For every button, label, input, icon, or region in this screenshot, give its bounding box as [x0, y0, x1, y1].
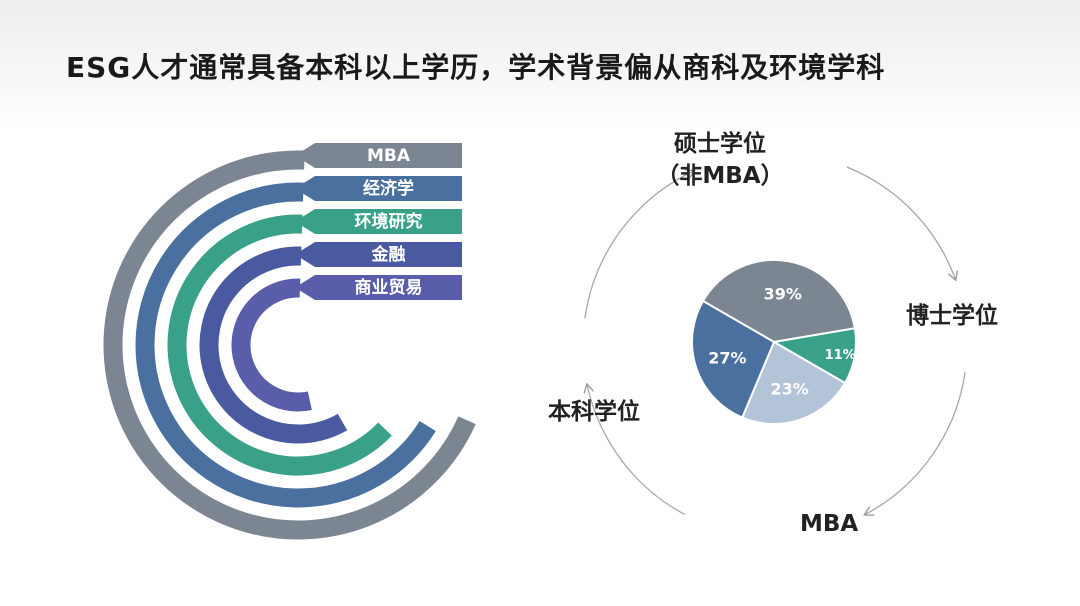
page-title: ESG人才通常具备本科以上学历，学术背景偏从商科及环境学科 [66, 51, 886, 84]
pie-label-1: 11% [825, 348, 856, 363]
arc-2 [167, 214, 392, 476]
cycle-arrow-3 [584, 171, 694, 319]
cycle-arrow-1 [865, 371, 966, 515]
category-label-2: 环境研究 [355, 211, 423, 232]
label-masters: 硕士学位 （非MBA） [650, 128, 790, 192]
category-label-4: 商业贸易 [355, 277, 423, 298]
category-tag-0 [295, 143, 462, 168]
arc-3 [199, 246, 348, 444]
pie-label-2: 23% [771, 380, 809, 399]
pie-slice-3 [691, 299, 776, 419]
arc-1 [135, 182, 436, 508]
arc-4 [231, 278, 312, 412]
pie-label-0: 39% [764, 285, 802, 304]
category-label-1: 经济学 [363, 178, 414, 199]
cycle-arrow-2 [587, 385, 686, 516]
category-label-0: MBA [367, 146, 411, 166]
pie-label-3: 27% [708, 349, 746, 368]
pie-slice-0 [701, 259, 857, 344]
label-bachelor: 本科学位 [548, 399, 640, 425]
label-masters-line2: （非MBA） [656, 163, 784, 189]
label-mba: MBA [800, 511, 859, 537]
cycle-arrow-0 [846, 166, 955, 279]
category-tag-4 [295, 275, 462, 300]
category-tag-3 [295, 242, 462, 267]
label-masters-line1: 硕士学位 [674, 131, 766, 157]
arc-0 [103, 150, 476, 540]
category-label-3: 金融 [371, 244, 406, 265]
category-tag-2 [295, 209, 462, 234]
label-phd: 博士学位 [906, 303, 998, 329]
category-tag-1 [295, 176, 462, 201]
pie-slice-2 [740, 340, 847, 425]
